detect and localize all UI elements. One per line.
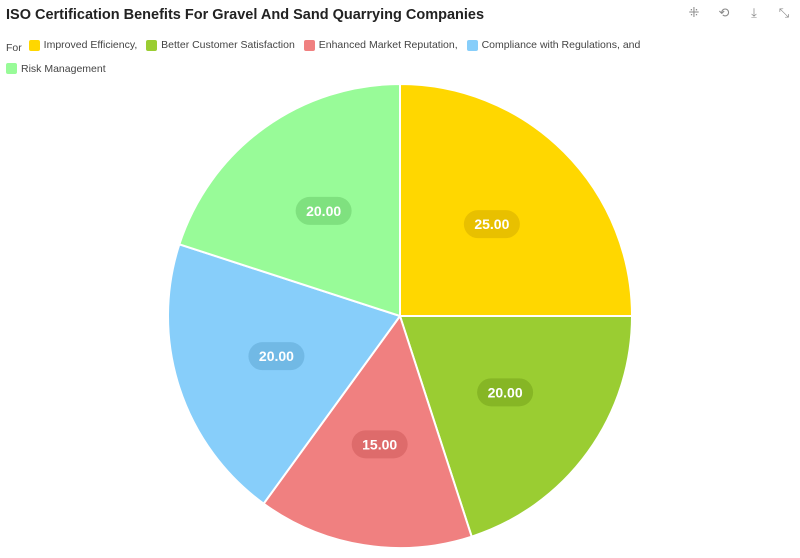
data-label-background <box>477 378 534 407</box>
data-label-background <box>295 196 352 225</box>
chart-legend: For Improved Efficiency, Better Customer… <box>6 38 706 85</box>
pie-slice[interactable] <box>398 315 634 538</box>
legend-prefix: For <box>6 41 22 54</box>
legend-swatch <box>146 39 158 51</box>
legend-item-improved-efficiency[interactable]: Improved Efficiency, <box>28 38 138 52</box>
legend-swatch <box>303 39 315 51</box>
legend-swatch <box>28 39 40 51</box>
pie-slice[interactable] <box>167 243 402 506</box>
data-label-background <box>248 342 305 371</box>
legend-label: Better Customer Satisfaction <box>161 39 295 51</box>
legend-label: Enhanced Market Reputation, <box>318 39 458 51</box>
legend-swatch <box>466 39 478 51</box>
data-label: 25.00 <box>474 216 509 232</box>
data-label: 20.00 <box>488 384 523 400</box>
data-label: 15.00 <box>362 436 397 452</box>
data-label-background <box>351 430 408 459</box>
legend-item-enhanced-market-reputation[interactable]: Enhanced Market Reputation, <box>303 38 458 52</box>
legend-label: Improved Efficiency, <box>43 39 138 51</box>
pie-slice[interactable] <box>399 82 634 317</box>
fullscreen-icon[interactable]: ⤡ <box>778 6 790 21</box>
data-label: 20.00 <box>306 203 341 219</box>
pie-slice[interactable] <box>178 82 401 318</box>
chart-title: ISO Certification Benefits For Gravel An… <box>6 7 485 23</box>
legend-label: Compliance with Regulations, and <box>481 39 641 51</box>
legend-item-risk-management[interactable]: Risk Management <box>6 62 106 76</box>
data-label: 20.00 <box>259 348 294 364</box>
legend-label: Risk Management <box>21 62 106 75</box>
download-icon[interactable]: ⤓ <box>751 6 757 21</box>
reset-icon[interactable]: ⟲ <box>718 6 730 21</box>
chart-toolbar: ⁜ ⟲ ⤓ ⤡ <box>686 6 792 22</box>
legend-swatch <box>6 63 17 74</box>
legend-item-better-customer-satisfaction[interactable]: Better Customer Satisfaction <box>146 38 295 52</box>
data-label-background <box>463 210 520 239</box>
legend-item-compliance-with-regulations[interactable]: Compliance with Regulations, and <box>466 38 641 52</box>
zoom-in-icon[interactable]: ⁜ <box>688 6 700 21</box>
